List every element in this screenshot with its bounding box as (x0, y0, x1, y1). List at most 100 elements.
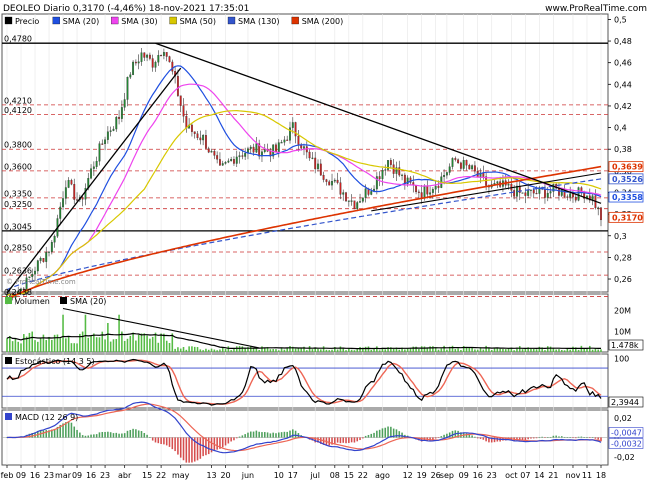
macd-histogram-bar (272, 432, 274, 438)
macd-histogram-bar (221, 437, 224, 448)
candle-body (123, 99, 126, 108)
macd-histogram-bar (535, 437, 538, 439)
volume-bar (263, 348, 266, 352)
candle-body (109, 130, 112, 132)
macd-histogram-bar (440, 436, 443, 438)
candle-body (297, 135, 300, 145)
macd-histogram-bar (93, 434, 95, 438)
volume-bar (168, 342, 171, 352)
candle-body (263, 149, 266, 152)
volume-bar (569, 349, 571, 352)
macd-histogram-bar (196, 437, 199, 461)
volume-bar (362, 347, 364, 352)
macd-histogram-bar (126, 430, 129, 438)
macd-histogram-bar (314, 437, 316, 443)
volume-bar (98, 337, 101, 352)
candle-body (244, 153, 247, 157)
candle-body (389, 160, 392, 165)
volume-bar (597, 349, 599, 352)
time-tick-label: 12 (403, 471, 413, 480)
volume-bar (591, 349, 594, 352)
candle-body (322, 174, 325, 180)
macd-histogram-bar (600, 437, 602, 442)
volume-bar (322, 346, 325, 352)
volume-bar (79, 333, 81, 352)
volume-bar (504, 349, 507, 352)
volume-bar (434, 347, 437, 352)
candle-body (317, 163, 319, 170)
macd-histogram-bar (115, 432, 118, 438)
candle-body (64, 187, 67, 199)
macd-histogram-bar (560, 436, 563, 438)
macd-last-label: -0,0047 (611, 429, 642, 438)
uptrend-line (6, 67, 182, 294)
volume-bar (376, 346, 378, 352)
macd-histogram-bar (432, 437, 434, 440)
volume-bar (426, 347, 429, 352)
legend-swatch (52, 16, 60, 25)
sma-200-line (6, 165, 602, 302)
volume-bar (20, 343, 22, 352)
price-tick-label: 0,5 (614, 15, 627, 24)
volume-bar (364, 346, 367, 352)
candle-body (98, 143, 101, 162)
legend-label: Estocástico (14 3 5) (15, 357, 95, 366)
macd-histogram-bar (448, 432, 451, 438)
candle-body (76, 199, 78, 201)
legend-label: Volumen (15, 297, 50, 306)
volume-bar (233, 348, 235, 352)
volume-bar (572, 346, 574, 352)
volume-bar (395, 347, 398, 352)
level-label: 0,4120 (4, 106, 32, 115)
volume-bar (42, 334, 45, 352)
macd-histogram-bar (589, 437, 591, 438)
candle-body (549, 191, 552, 194)
site-label[interactable]: www.ProRealTime.com (545, 4, 647, 14)
candle-body (361, 197, 364, 202)
time-tick-label: 09 (72, 471, 82, 480)
candle-body (67, 180, 70, 188)
candle-body (325, 179, 328, 182)
candle-body (311, 157, 314, 159)
volume-bar (151, 336, 154, 352)
candle-body (381, 170, 384, 180)
price-tick-label: 0,28 (614, 253, 632, 262)
volume-bar (521, 349, 524, 352)
volume-bar (423, 346, 426, 352)
macd-histogram-bar (460, 432, 462, 438)
macd-histogram-bar (485, 437, 487, 442)
macd-panel: 0,02 0 -0,02 -0,0047 -0,0032 MACD (12 26 9) (2, 401, 644, 463)
candle-body (375, 176, 378, 190)
candle-body (241, 155, 244, 157)
candle-body (569, 193, 572, 198)
volume-bar (17, 341, 19, 352)
volume-bar (549, 346, 552, 352)
macd-histogram-bar (101, 431, 104, 438)
candle-body (454, 158, 457, 160)
macd-histogram-bar (252, 431, 255, 438)
volume-bar (51, 339, 53, 352)
volume-bar (87, 337, 90, 352)
candle-body (538, 187, 541, 194)
value-label: 0,3526 (612, 175, 643, 184)
macd-histogram-bar (56, 426, 59, 438)
volume-bar (586, 348, 588, 352)
macd-histogram-bar (199, 437, 202, 459)
volume-bar (600, 349, 602, 352)
macd-histogram-bar (443, 434, 445, 438)
legend-swatch (227, 16, 236, 25)
volume-bar (272, 349, 274, 352)
candle-body (392, 164, 395, 174)
volume-bar (275, 349, 277, 352)
macd-histogram-bar (364, 435, 367, 438)
candle-body (291, 122, 294, 128)
candle-body (101, 143, 104, 145)
candle-body (588, 195, 591, 201)
volume-bar (303, 346, 305, 352)
volume-bar (278, 350, 280, 352)
candle-body (426, 185, 429, 195)
volume-bar (378, 350, 381, 352)
price-tick-label: 0,46 (614, 59, 632, 68)
candle-body (134, 61, 137, 64)
